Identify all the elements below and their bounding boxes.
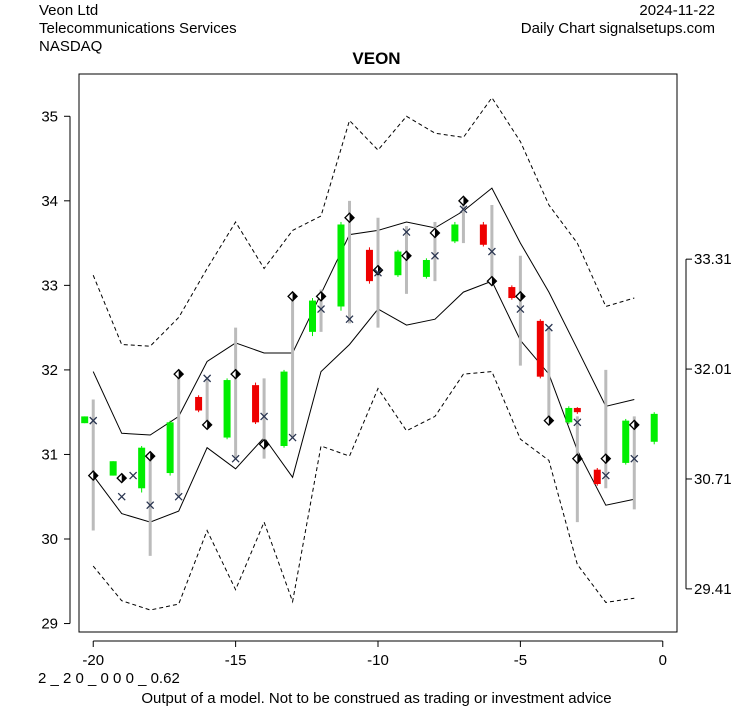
y2-tick-label-2: 32.01 bbox=[694, 361, 732, 378]
y-tick-label-1: 30 bbox=[41, 531, 58, 548]
x-marker-20 bbox=[630, 454, 639, 463]
band-line-2 bbox=[92, 96, 635, 347]
candles bbox=[81, 221, 658, 493]
candle-body-15 bbox=[508, 287, 516, 299]
x-marker-2 bbox=[129, 471, 138, 480]
x-marker-5 bbox=[203, 374, 212, 383]
x-marker-17 bbox=[544, 323, 553, 332]
x-marker-14 bbox=[459, 205, 468, 214]
band-line-1 bbox=[92, 280, 635, 523]
diamond-marker-fill-14 bbox=[491, 276, 497, 286]
diamond-marker-fill-8 bbox=[321, 291, 326, 301]
exchange-label: NASDAQ bbox=[39, 38, 103, 55]
candle-body-7 bbox=[280, 371, 288, 446]
x-marker-4 bbox=[174, 492, 183, 501]
y2-tick-label-0: 29.41 bbox=[694, 581, 732, 598]
diamond-marker-fill-12 bbox=[434, 228, 440, 238]
candle-body-19 bbox=[593, 469, 601, 485]
x-tick-label-4: 0 bbox=[659, 652, 667, 669]
x-marker-8 bbox=[288, 433, 297, 442]
candle-body-18 bbox=[573, 407, 581, 413]
x-marker-15 bbox=[487, 247, 496, 256]
company-name: Veon Ltd bbox=[39, 2, 99, 19]
candle-body-2 bbox=[138, 447, 146, 489]
x-marker-9 bbox=[317, 305, 326, 313]
sector-label: Telecommunications Services bbox=[39, 20, 237, 37]
diamond-marker-fill-18 bbox=[605, 454, 611, 464]
candle-body-11 bbox=[394, 251, 402, 276]
candle-body-4 bbox=[195, 396, 203, 411]
candle-body-6 bbox=[252, 385, 260, 423]
candle-body-14 bbox=[479, 224, 487, 245]
candle-body-1 bbox=[109, 461, 117, 476]
diamond-marker-fill-15 bbox=[520, 291, 525, 301]
x-tick-label-2: -10 bbox=[367, 652, 389, 669]
markers bbox=[87, 195, 640, 510]
diamond-marker-fill-17 bbox=[577, 454, 582, 464]
diamond-marker-fill-7 bbox=[292, 291, 298, 301]
x-marker-7 bbox=[260, 412, 269, 421]
plot-frame bbox=[78, 73, 678, 633]
x-tick-label-0: -20 bbox=[82, 652, 104, 669]
y-tick-label-6: 35 bbox=[41, 108, 58, 125]
x-tick-label-3: -5 bbox=[514, 652, 527, 669]
x-marker-12 bbox=[402, 228, 411, 237]
diamond-marker-fill-3 bbox=[178, 369, 184, 379]
candle-body-12 bbox=[422, 260, 430, 277]
x-marker-1 bbox=[117, 492, 126, 501]
candle-body-16 bbox=[536, 320, 544, 377]
diamond-marker-fill-6 bbox=[264, 439, 269, 449]
diamond-marker-fill-0 bbox=[93, 471, 98, 481]
x-tick-label-1: -15 bbox=[225, 652, 247, 669]
candle-body-3 bbox=[166, 422, 174, 474]
x-marker-6 bbox=[231, 454, 240, 463]
y-tick-label-4: 33 bbox=[41, 277, 58, 294]
candle-body-10 bbox=[365, 249, 373, 282]
y-tick-label-2: 31 bbox=[41, 446, 58, 463]
candle-body-0 bbox=[81, 416, 89, 424]
candle-body-20 bbox=[622, 420, 630, 463]
x-marker-3 bbox=[146, 501, 155, 510]
range-bars bbox=[91, 200, 636, 556]
band-line-0 bbox=[92, 187, 635, 436]
model-code: 2 _ 2 0 _ 0 0 0 _ 0.62 bbox=[38, 670, 180, 687]
y-tick-label-5: 34 bbox=[41, 193, 58, 210]
diamond-marker-fill-16 bbox=[548, 416, 554, 426]
y2-tick-label-3: 33.31 bbox=[694, 251, 732, 268]
candle-body-17 bbox=[565, 407, 573, 423]
diamond-marker-fill-2 bbox=[150, 451, 155, 461]
x-marker-13 bbox=[430, 251, 439, 260]
candle-body-5 bbox=[223, 380, 231, 438]
y-tick-label-3: 32 bbox=[41, 362, 58, 379]
x-marker-10 bbox=[345, 315, 354, 324]
x-marker-11 bbox=[374, 268, 382, 277]
source-label: Daily Chart signalsetups.com bbox=[520, 20, 715, 37]
diamond-marker-fill-4 bbox=[207, 420, 212, 430]
axes: 29 30 31 32 33 34 35 29.41 30.71 32.01 33.31 -20 -15… bbox=[41, 108, 731, 669]
chart-title: VEON bbox=[352, 49, 401, 68]
diamond-marker-fill-5 bbox=[235, 369, 241, 379]
diamond-marker-fill-19 bbox=[634, 420, 639, 430]
x-marker-16 bbox=[516, 305, 525, 313]
candle-body-8 bbox=[309, 300, 317, 332]
x-marker-0 bbox=[89, 416, 98, 425]
x-marker-19 bbox=[601, 471, 610, 480]
y-tick-label-0: 29 bbox=[41, 616, 58, 633]
candle-body-21 bbox=[650, 413, 658, 442]
y2-tick-label-1: 30.71 bbox=[694, 471, 732, 488]
diamond-marker-fill-13 bbox=[463, 196, 468, 206]
diamond-marker-fill-9 bbox=[349, 213, 355, 223]
disclaimer: Output of a model. Not to be construed a… bbox=[141, 690, 612, 707]
band-lines bbox=[92, 96, 635, 611]
chart-date: 2024-11-22 bbox=[639, 2, 715, 19]
candle-body-13 bbox=[451, 224, 459, 242]
x-marker-18 bbox=[573, 418, 582, 427]
band-line-3 bbox=[92, 371, 635, 611]
diamond-marker-fill-11 bbox=[406, 251, 411, 261]
candle-body-9 bbox=[337, 224, 345, 307]
diamond-marker-fill-1 bbox=[121, 473, 127, 483]
